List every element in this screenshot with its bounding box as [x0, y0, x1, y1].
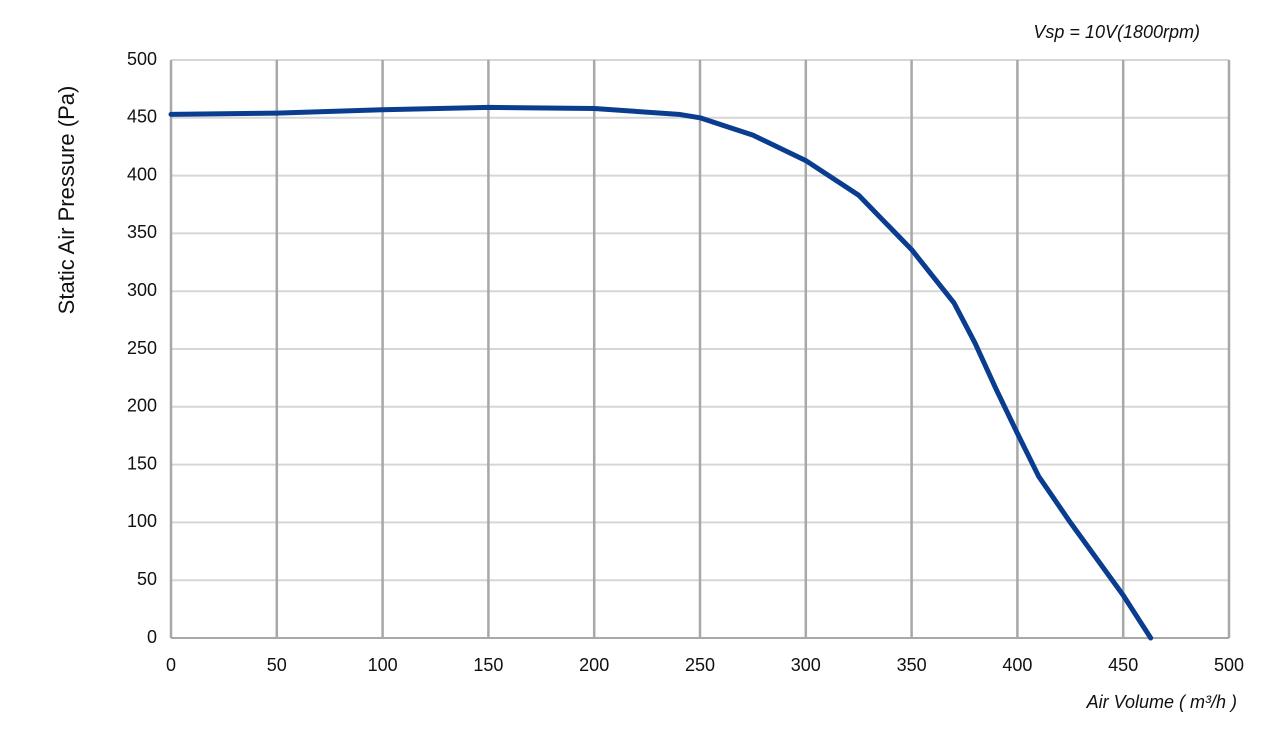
y-tick-label: 350: [127, 222, 157, 242]
y-tick-label: 50: [137, 569, 157, 589]
x-tick-label: 500: [1214, 655, 1244, 675]
y-tick-label: 200: [127, 396, 157, 416]
x-axis-label: Air Volume ( m³/h ): [1086, 692, 1237, 712]
x-tick-label: 200: [579, 655, 609, 675]
y-tick-label: 450: [127, 107, 157, 127]
x-tick-label: 450: [1108, 655, 1138, 675]
y-tick-label: 500: [127, 49, 157, 69]
x-tick-label: 50: [267, 655, 287, 675]
y-tick-label: 250: [127, 338, 157, 358]
x-tick-label: 150: [473, 655, 503, 675]
data-line: [168, 104, 1154, 641]
x-tick-label: 0: [166, 655, 176, 675]
y-axis-label: Static Air Pressure (Pa): [54, 86, 79, 315]
y-tick-label: 0: [147, 627, 157, 647]
y-tick-label: 400: [127, 164, 157, 184]
x-tick-label: 300: [791, 655, 821, 675]
x-tick-label: 250: [685, 655, 715, 675]
x-tick-label: 400: [1002, 655, 1032, 675]
x-tick-label: 100: [368, 655, 398, 675]
y-tick-label: 300: [127, 280, 157, 300]
x-tick-label: 350: [897, 655, 927, 675]
y-tick-label: 100: [127, 511, 157, 531]
chart-title: Vsp = 10V(1800rpm): [1033, 22, 1200, 42]
y-tick-label: 150: [127, 453, 157, 473]
